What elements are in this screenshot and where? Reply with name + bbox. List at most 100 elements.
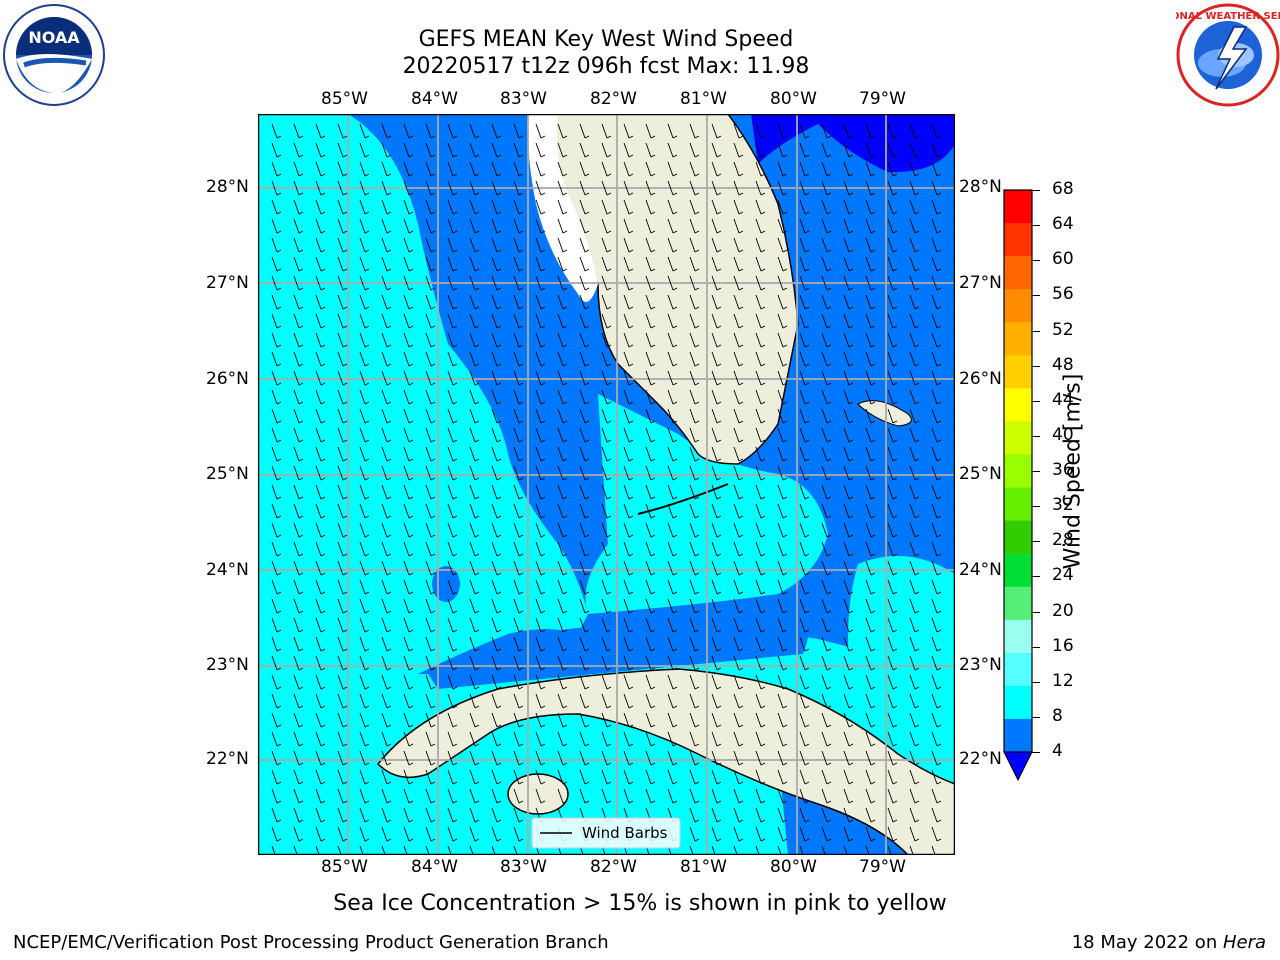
- wind-barb: [931, 427, 942, 443]
- wind-barb: [887, 750, 898, 766]
- wind-barb: [425, 294, 436, 310]
- wind-barb: [337, 408, 348, 424]
- wind-barb: [579, 617, 590, 633]
- wind-barb: [293, 788, 304, 804]
- wind-barb: [271, 845, 276, 855]
- wind-barb: [887, 826, 898, 842]
- wind-barb: [931, 788, 942, 804]
- wind-barb: [425, 560, 436, 576]
- wind-barb: [931, 237, 942, 253]
- wind-barb: [271, 199, 282, 215]
- wind-barb: [887, 446, 898, 462]
- colorbar-tick-label: 48: [1052, 354, 1074, 375]
- wind-barb: [601, 750, 612, 766]
- wind-barb: [425, 256, 436, 272]
- wind-barb: [579, 484, 590, 500]
- wind-barb: [535, 484, 546, 500]
- wind-barb: [469, 199, 480, 215]
- wind-barb: [271, 788, 282, 804]
- wind-barb: [337, 275, 348, 291]
- wind-barb: [315, 294, 326, 310]
- wind-barb: [381, 370, 392, 386]
- wind-barb: [887, 807, 898, 823]
- colorbar-segment: [1004, 223, 1032, 257]
- wind-barb: [931, 446, 942, 462]
- wind-barb: [623, 484, 634, 500]
- wind-barb: [293, 541, 304, 557]
- wind-barb: [579, 161, 590, 177]
- wind-barb: [337, 598, 348, 614]
- wind-barb: [689, 332, 700, 348]
- wind-barb: [535, 712, 546, 728]
- wind-barb: [359, 313, 370, 329]
- wind-barb: [777, 237, 788, 253]
- wind-barb: [425, 598, 436, 614]
- wind-barb: [667, 332, 678, 348]
- wind-barb: [777, 598, 788, 614]
- wind-barb: [447, 826, 458, 842]
- wind-barb: [931, 294, 942, 310]
- wind-barb: [491, 180, 502, 196]
- wind-barb: [711, 313, 722, 329]
- wind-barb: [645, 750, 656, 766]
- legend-label: Wind Barbs: [582, 824, 668, 842]
- wind-barb: [315, 180, 326, 196]
- wind-barb: [799, 541, 810, 557]
- wind-barb: [271, 465, 282, 481]
- wind-barb: [315, 693, 326, 709]
- wind-barb: [821, 769, 832, 785]
- wind-barb: [491, 598, 502, 614]
- wind-barb: [821, 370, 832, 386]
- wind-barb: [513, 731, 524, 747]
- wind-barb: [667, 218, 678, 234]
- wind-barb: [469, 351, 480, 367]
- wind-barb: [887, 275, 898, 291]
- wind-barb: [469, 218, 480, 234]
- wind-barb: [931, 123, 942, 139]
- wind-barb: [513, 218, 524, 234]
- wind-barb: [601, 503, 612, 519]
- wind-barb: [381, 351, 392, 367]
- wind-barb: [381, 845, 386, 855]
- wind-barb: [293, 617, 304, 633]
- map-frame: [258, 114, 955, 855]
- wind-barb: [601, 598, 612, 614]
- wind-barb: [733, 237, 744, 253]
- wind-barb: [535, 142, 546, 158]
- wind-barb: [469, 237, 480, 253]
- wind-barb: [491, 693, 502, 709]
- colorbar-tick-label: 68: [1052, 179, 1074, 199]
- wind-barb: [491, 617, 502, 633]
- wind-barb: [337, 351, 348, 367]
- wind-barb: [931, 826, 942, 842]
- wind-barb: [359, 731, 370, 747]
- wind-barb: [359, 617, 370, 633]
- wind-barb: [777, 218, 788, 234]
- wind-barb: [733, 370, 744, 386]
- wind-barb: [689, 446, 700, 462]
- wind-barb: [865, 161, 876, 177]
- wind-barb: [777, 332, 788, 348]
- wind-barb: [645, 446, 656, 462]
- wind-barb: [601, 199, 612, 215]
- wind-barb: [843, 788, 854, 804]
- wind-barb: [337, 218, 348, 234]
- wind-barb: [359, 218, 370, 234]
- wind-barb: [909, 313, 920, 329]
- wind-barb: [403, 256, 414, 272]
- colorbar-tick-label: 28: [1052, 530, 1074, 551]
- wind-barb: [711, 294, 722, 310]
- wind-barb: [535, 541, 546, 557]
- colorbar-tick-label: 20: [1052, 600, 1074, 621]
- wind-barb: [689, 807, 700, 823]
- wind-barb: [491, 845, 496, 855]
- wind-barb: [887, 636, 898, 652]
- wind-barb: [931, 807, 942, 823]
- wind-barb: [777, 636, 788, 652]
- wind-barb: [711, 503, 722, 519]
- wind-barb: [535, 579, 546, 595]
- wind-barb: [843, 731, 854, 747]
- wind-barb: [271, 598, 282, 614]
- wind-barb: [359, 845, 364, 855]
- wind-barb: [491, 161, 502, 177]
